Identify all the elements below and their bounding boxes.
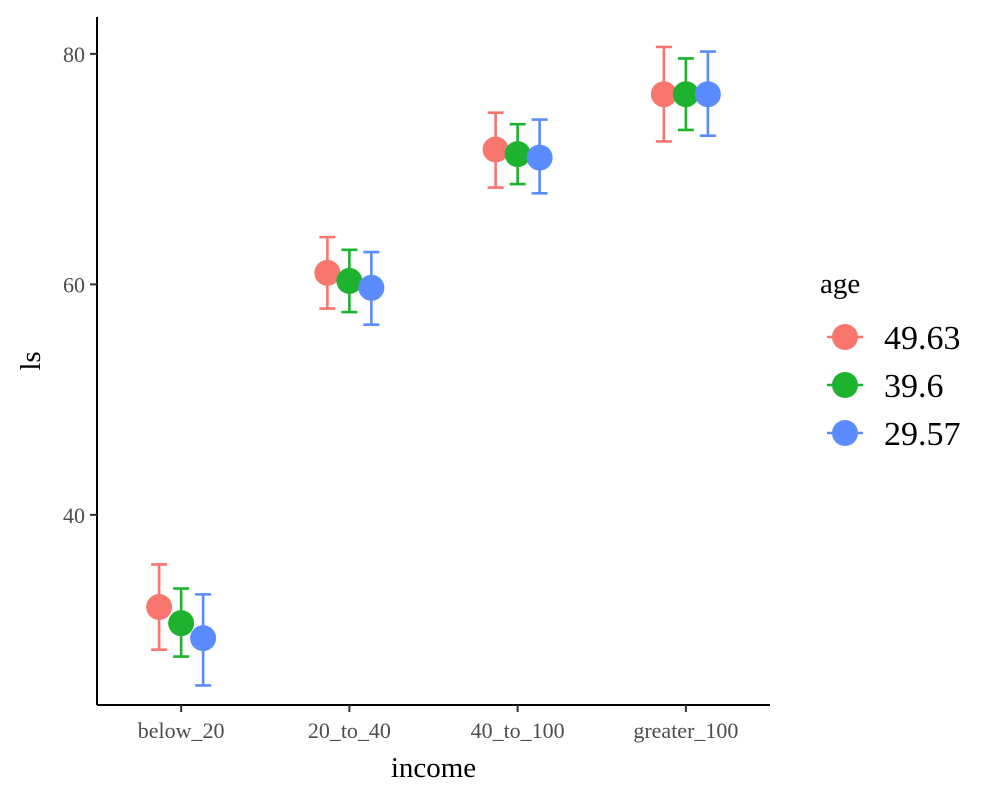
data-point [336, 267, 363, 294]
series-1 [168, 57, 699, 658]
y-tick-label: 60 [63, 272, 85, 297]
plot-marks [146, 45, 721, 687]
legend-label: 29.57 [884, 416, 961, 453]
legend-key-point [832, 372, 858, 398]
legend-key-point [832, 324, 858, 350]
x-tick-label: greater_100 [633, 718, 738, 743]
data-point [358, 274, 385, 301]
legend-title: age [820, 268, 860, 300]
y-axis-title: ls [15, 351, 47, 370]
x-tick-label: 20_to_40 [308, 718, 391, 743]
data-point [146, 594, 173, 621]
legend-item: 49.63 [827, 320, 961, 357]
y-tick-label: 80 [63, 42, 85, 67]
data-point [314, 259, 341, 286]
data-point [190, 625, 217, 652]
x-tick-label: 40_to_100 [471, 718, 565, 743]
legend-key-point [832, 420, 858, 446]
x-axis-ticks: below_20 20_to_40 40_to_100 greater_100 [138, 705, 738, 743]
y-axis-ticks: 40 60 80 [63, 42, 97, 528]
x-tick-label: below_20 [138, 718, 225, 743]
data-point [504, 141, 531, 168]
series-2 [190, 50, 721, 687]
data-point [694, 81, 721, 108]
legend-label: 39.6 [884, 368, 944, 405]
data-point [650, 81, 677, 108]
data-point [482, 136, 509, 163]
series-0 [146, 45, 677, 651]
y-tick-label: 40 [63, 503, 85, 528]
legend-label: 49.63 [884, 320, 961, 357]
data-point [168, 610, 195, 637]
legend: age 49.63 39.6 29.57 [820, 268, 961, 453]
data-point [526, 144, 553, 171]
legend-item: 29.57 [827, 416, 961, 453]
legend-item: 39.6 [827, 368, 944, 405]
data-point [672, 81, 699, 108]
x-axis-title: income [391, 752, 476, 784]
